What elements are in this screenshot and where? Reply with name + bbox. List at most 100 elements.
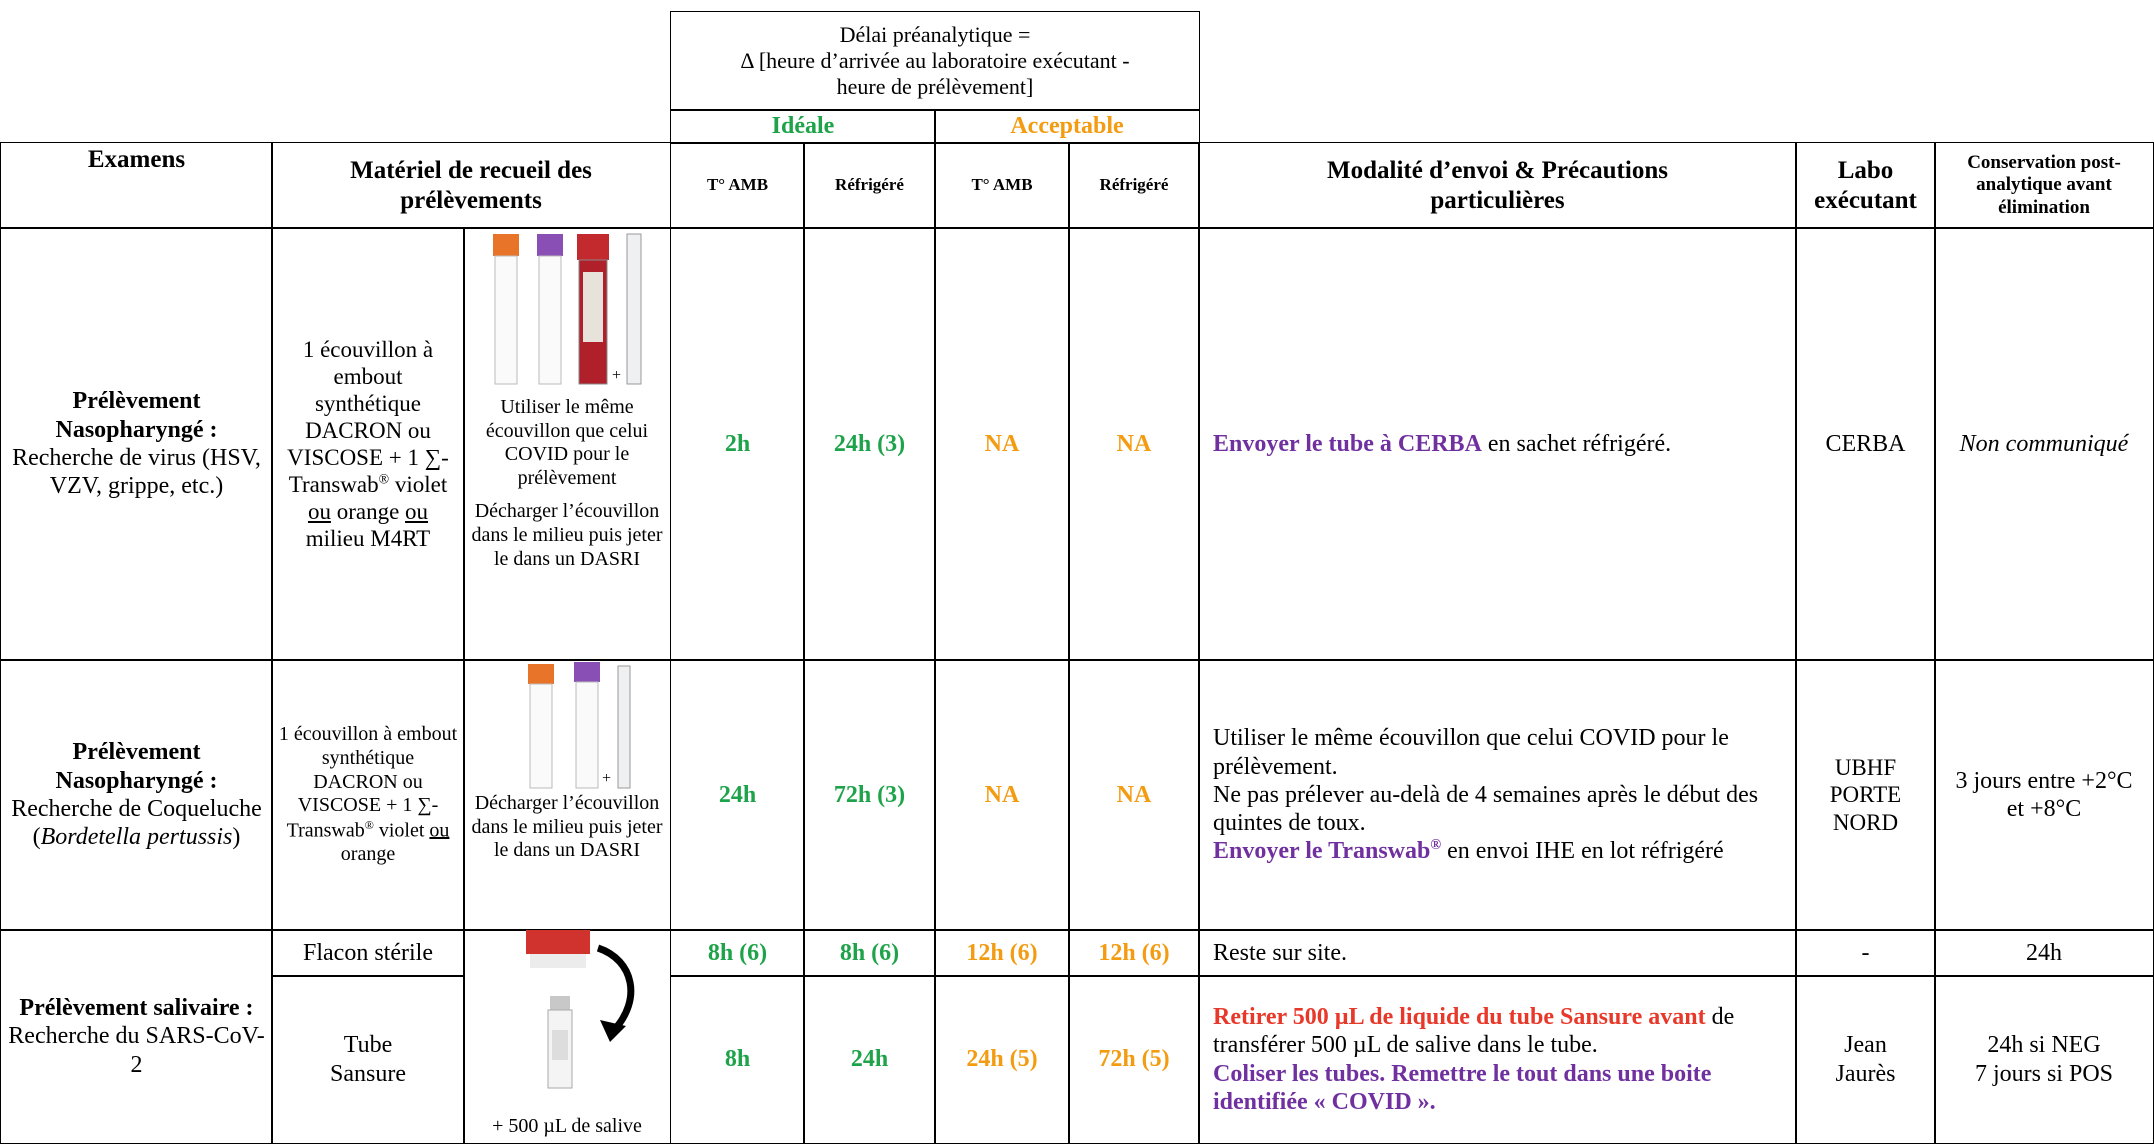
- text: ®: [1430, 837, 1442, 854]
- delay-header: Délai préanalytique = Δ [heure d’arrivée…: [670, 11, 1200, 111]
- material-cell: Tube Sansure: [271, 975, 465, 1144]
- text: 1 écouvillon à embout synthétique DACRON…: [287, 336, 449, 498]
- acc-fridge-header: Réfrigéré: [1068, 142, 1200, 229]
- text: violet: [389, 472, 448, 498]
- lab-cell: UBHF PORTE NORD: [1795, 659, 1936, 931]
- image-cell: + Utiliser le même écouvillon que celui …: [463, 227, 671, 661]
- material-text: 1 écouvillon à embout synthétique DACRON…: [278, 336, 458, 553]
- label: [583, 272, 603, 342]
- tube-picture: +: [469, 232, 665, 392]
- sample-pictures: [526, 930, 635, 1089]
- swab: [617, 665, 631, 789]
- text: ®: [378, 471, 390, 487]
- acc-amb: 12h (6): [934, 929, 1070, 977]
- arrow: [596, 944, 635, 1033]
- acc-fridge: 12h (6): [1068, 929, 1200, 977]
- tube: [529, 683, 553, 789]
- lab-cell: -: [1795, 929, 1936, 977]
- text: violet: [373, 819, 430, 842]
- tube: [575, 681, 599, 789]
- flask: [530, 954, 586, 968]
- cap: [577, 234, 609, 260]
- acc-fridge: NA: [1068, 227, 1200, 661]
- note: Utiliser le même écouvillon que celui CO…: [485, 396, 649, 489]
- ideal-amb: 24h: [670, 659, 805, 931]
- swab: [626, 233, 642, 385]
- material-cell: Flacon stérile: [271, 929, 465, 977]
- text: ou: [405, 499, 429, 525]
- text: Bordetella pertussis: [40, 824, 233, 851]
- exam-title: Prélèvement Nasopharyngé :: [55, 388, 218, 443]
- text: ou: [307, 499, 331, 525]
- text: Envoyer le tube à CERBA: [1213, 430, 1482, 457]
- exam-cell: Prélèvement Nasopharyngé : Recherche de …: [0, 659, 273, 931]
- shipping-text: Retirer 500 µL de liquide du tube Sansur…: [1213, 1003, 1782, 1060]
- ideal-fridge: 24h: [803, 975, 936, 1144]
- exam-cell: Prélèvement Nasopharyngé : Recherche de …: [0, 227, 273, 661]
- ideal-amb: 2h: [670, 227, 805, 661]
- cap: [493, 234, 519, 256]
- shipping-text: Reste sur site.: [1213, 939, 1347, 966]
- cap: [574, 662, 600, 682]
- exams-header: Examens: [0, 142, 273, 229]
- tube: [538, 255, 562, 385]
- plus: +: [602, 770, 612, 787]
- shipping-text: Coliser les tubes. Remettre le tout dans…: [1213, 1060, 1712, 1115]
- ideal-header: Idéale: [670, 109, 936, 144]
- exam-text: Recherche de Coqueluche (Bordetella pert…: [7, 795, 266, 852]
- shipping-text: Utiliser le même écouvillon que celui CO…: [1213, 725, 1729, 780]
- acceptable-header: Acceptable: [934, 109, 1200, 144]
- shipping-header: Modalité d’envoi & Précautions particuli…: [1198, 142, 1797, 229]
- cap: [537, 234, 563, 256]
- note: Décharger l’écouvillon dans le milieu pu…: [471, 792, 663, 862]
- shipping-cell: Retirer 500 µL de liquide du tube Sansur…: [1198, 975, 1797, 1144]
- tube-picture: +: [492, 662, 642, 792]
- text: 24h: [2026, 939, 2062, 966]
- ideal-fridge: 72h (3): [803, 659, 936, 931]
- ideal-amb-header: T° AMB: [670, 142, 805, 229]
- flask-cap: [526, 930, 590, 954]
- conservation-header: Conservation post-analytique avant élimi…: [1934, 142, 2154, 229]
- exam-text: Recherche du SARS-CoV-2: [8, 1023, 265, 1078]
- text: orange: [340, 843, 396, 866]
- text: 24h si NEG: [1987, 1032, 2101, 1059]
- exam-cell: Prélèvement salivaire : Recherche du SAR…: [0, 929, 273, 1144]
- acc-amb: NA: [934, 227, 1070, 661]
- arrow-head: [600, 1020, 626, 1042]
- tubes: [493, 233, 642, 385]
- note: + 500 µL de salive: [492, 1115, 642, 1138]
- tube-cap: [550, 996, 570, 1010]
- text: en sachet réfrigéré.: [1481, 430, 1672, 457]
- material-cell: 1 écouvillon à embout synthétique DACRON…: [271, 659, 465, 931]
- material-text: 1 écouvillon à embout synthétique DACRON…: [278, 723, 458, 866]
- cap: [528, 664, 554, 684]
- shipping-text: Envoyer le tube à CERBA en sachet réfrig…: [1213, 430, 1671, 458]
- text: de transférer 500 µL de salive dans le t…: [1213, 1003, 1735, 1059]
- ideal-fridge: 8h (6): [803, 929, 936, 977]
- material-cell: 1 écouvillon à embout synthétique DACRON…: [271, 227, 465, 661]
- text: orange: [330, 499, 406, 525]
- text: milieu M4RT: [305, 526, 431, 552]
- ideal-fridge-header: Réfrigéré: [803, 142, 936, 229]
- shipping-text: Ne pas prélever au-delà de 4 semaines ap…: [1213, 781, 1759, 837]
- ideal-fridge: 24h (3): [803, 227, 936, 661]
- exam-title: Prélèvement salivaire :: [19, 995, 254, 1022]
- lab-cell: CERBA: [1795, 227, 1936, 661]
- conservation-cell: Non communiqué: [1934, 227, 2154, 661]
- image-cell: + Décharger l’écouvillon dans le milieu …: [463, 659, 671, 931]
- acc-fridge: 72h (5): [1068, 975, 1200, 1144]
- text: en envoi IHE en lot réfrigéré: [1441, 838, 1724, 865]
- acc-amb: NA: [934, 659, 1070, 931]
- shipping-text: Envoyer le Transwab® en envoi IHE en lot…: [1213, 837, 1724, 865]
- acc-amb: 24h (5): [934, 975, 1070, 1144]
- plus: +: [612, 367, 622, 384]
- ideal-amb: 8h (6): [670, 929, 805, 977]
- shipping-cell: Utiliser le même écouvillon que celui CO…: [1198, 659, 1797, 931]
- conservation-cell: 24h: [1934, 929, 2154, 977]
- text: ): [232, 824, 241, 851]
- conservation-cell: 24h si NEG 7 jours si POS: [1934, 975, 2154, 1144]
- text: 1 écouvillon à embout synthétique DACRON…: [278, 723, 458, 842]
- delay-line: heure de prélèvement]: [836, 73, 1034, 99]
- text: ou: [429, 819, 450, 842]
